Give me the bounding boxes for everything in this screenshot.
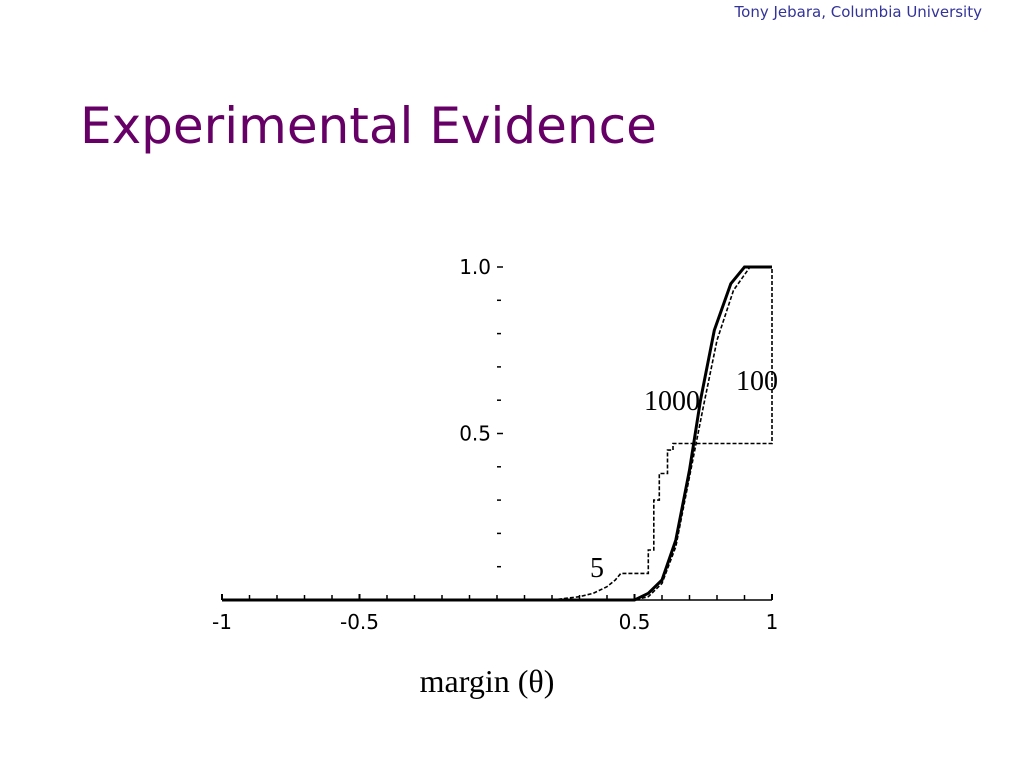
x-axis-label: margin (θ) (420, 663, 555, 699)
series-label: 1000 (644, 386, 700, 417)
x-tick-label: -1 (212, 610, 232, 634)
series-line (222, 267, 773, 601)
y-tick-label: 1.0 (459, 255, 491, 279)
author: Tony Jebara, Columbia University (734, 3, 983, 21)
series-line (222, 265, 772, 602)
series-label: 5 (590, 553, 604, 584)
x-tick-label: 1 (766, 610, 779, 634)
slide-title: Experimental Evidence (80, 97, 657, 155)
series-line (222, 266, 772, 601)
x-tick-label: 0.5 (619, 610, 651, 634)
y-tick-label: 0.5 (459, 422, 491, 446)
series-label: 100 (736, 366, 778, 397)
x-tick-label: -0.5 (340, 610, 379, 634)
